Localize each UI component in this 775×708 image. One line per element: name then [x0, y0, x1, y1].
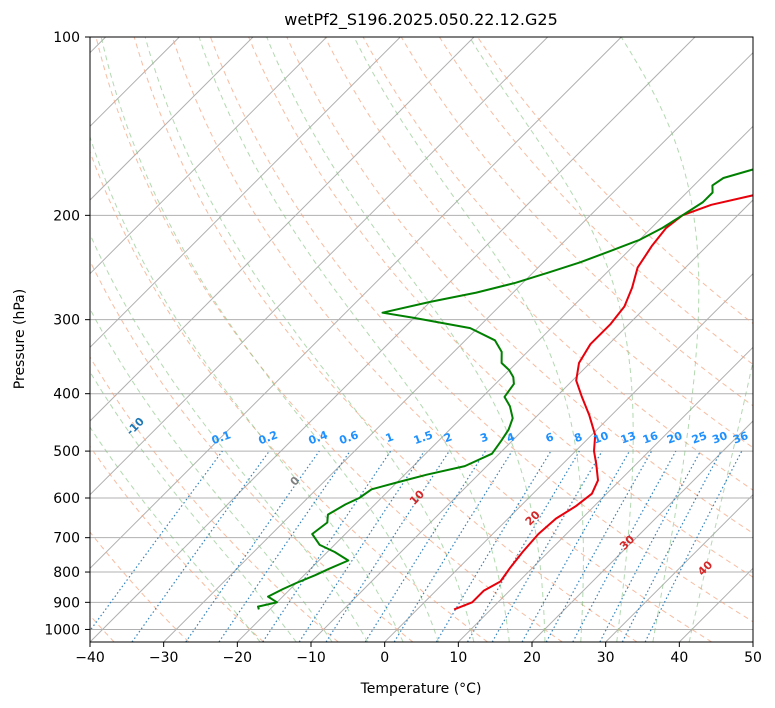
- isotherm-line: [90, 37, 401, 349]
- x-axis-label: Temperature (°C): [360, 681, 482, 697]
- chart-title: wetPf2_S196.2025.050.22.12.G25: [284, 10, 558, 30]
- mixing-ratio-line: [644, 450, 743, 642]
- x-tick-label: −20: [223, 650, 253, 666]
- moist-adiabat: [353, 37, 584, 642]
- isotherm-line: [90, 37, 696, 642]
- mixing-ratio-label: 20: [665, 429, 684, 447]
- mixing-ratio-label: 0.2: [257, 428, 280, 447]
- mixing-ratio-label: 1: [384, 430, 396, 445]
- mixing-ratio-line: [218, 450, 351, 642]
- mixing-ratio-label: 3: [478, 430, 490, 445]
- isotherm-line: [90, 37, 328, 275]
- moist-adiabat: [620, 37, 700, 642]
- isotherm-line: [90, 37, 254, 201]
- x-tick-label: 50: [744, 650, 762, 666]
- mixing-ratio-label: 30: [710, 429, 729, 447]
- y-axis-label: Pressure (hPa): [12, 289, 28, 389]
- isotherm-line: [90, 37, 622, 570]
- isotherm-line: [163, 51, 753, 642]
- x-tick-label: −30: [149, 650, 179, 666]
- dry-adiabat: [438, 37, 753, 366]
- moist-adiabat: [90, 232, 369, 642]
- mixing-ratio-line: [545, 450, 653, 642]
- dry-adiabat: [133, 37, 638, 642]
- mixing-ratio-line: [131, 450, 270, 642]
- mixing-ratio-line: [521, 450, 631, 642]
- isotherm-line: [531, 420, 753, 642]
- mixing-ratio-line: [90, 450, 223, 632]
- dry-adiabat: [95, 37, 563, 642]
- mixing-ratio-label: 4: [505, 430, 517, 445]
- mixing-ratio-label: 6: [544, 430, 556, 445]
- isotherm-line: [752, 641, 753, 642]
- y-tick-label: 100: [53, 30, 80, 46]
- temperature-profile-line: [453, 194, 753, 611]
- isotherm-line: [384, 272, 753, 642]
- dry-adiabat: [90, 150, 488, 642]
- mixing-ratio-line: [298, 450, 425, 642]
- mixing-ratio-label: 13: [619, 429, 638, 446]
- dry-adiabat: [90, 259, 414, 642]
- mixing-ratio-label: 10: [592, 429, 611, 447]
- x-tick-label: 40: [670, 650, 688, 666]
- isotherm-line: [236, 125, 753, 642]
- x-tick-label: 0: [380, 650, 389, 666]
- mixing-ratio-label: 2: [442, 430, 454, 445]
- isotherm-line: [457, 346, 753, 642]
- y-tick-label: 500: [53, 444, 80, 460]
- y-tick-label: 800: [53, 565, 80, 581]
- moist-adiabat: [266, 37, 546, 642]
- dry-adiabat: [90, 445, 264, 642]
- moist-adiabat: [90, 370, 297, 642]
- mixing-ratio-label: 1.5: [412, 428, 435, 447]
- moist-adiabat: [144, 37, 475, 642]
- y-tick-label: 900: [53, 595, 80, 611]
- y-tick-label: 200: [53, 208, 80, 224]
- dry-adiabat: [248, 37, 753, 578]
- moist-adiabat: [90, 426, 261, 642]
- mixing-ratio-line: [572, 450, 677, 642]
- mixing-ratio-label: 0.4: [307, 428, 330, 447]
- y-tick-label: 400: [53, 387, 80, 403]
- dry-adiabat: [286, 37, 753, 534]
- isotherm-line: [90, 37, 549, 496]
- dry-adiabat: [171, 37, 712, 642]
- mixing-ratio-line: [185, 450, 320, 642]
- moist-adiabat: [90, 135, 404, 642]
- mixing-ratio-line: [262, 450, 392, 642]
- mixing-ratio-line: [325, 450, 450, 642]
- moist-adiabat: [100, 37, 439, 642]
- dry-adiabat: [90, 356, 339, 642]
- mixing-ratio-label: 16: [641, 429, 660, 447]
- isotherm-line: [605, 493, 753, 642]
- x-tick-label: 10: [449, 650, 467, 666]
- mixing-ratio-label: 25: [690, 429, 709, 446]
- dry-adiabat: [210, 37, 753, 623]
- mixing-ratio-line: [393, 450, 513, 642]
- mixing-ratio-label: 36: [731, 429, 750, 447]
- mixing-ratio-label: 0.6: [338, 428, 361, 447]
- y-tick-label: 1000: [44, 622, 80, 638]
- x-tick-label: −40: [75, 650, 105, 666]
- plot-background: [90, 37, 753, 642]
- plot-frame: [89, 36, 754, 643]
- x-tick-label: 30: [597, 650, 615, 666]
- dry-adiabat: [400, 37, 753, 407]
- y-tick-label: 300: [53, 313, 80, 329]
- dewpoint-profile-line: [257, 168, 753, 610]
- isotherm-line: [90, 37, 475, 422]
- x-tick-label: 20: [523, 650, 541, 666]
- mixing-ratio-label: 0.1: [210, 428, 233, 447]
- y-tick-label: 700: [53, 531, 80, 547]
- dry-adiabat: [90, 531, 190, 642]
- x-tick-label: −10: [296, 650, 326, 666]
- y-tick-label: 600: [53, 491, 80, 507]
- mixing-ratio-label: 8: [572, 430, 584, 445]
